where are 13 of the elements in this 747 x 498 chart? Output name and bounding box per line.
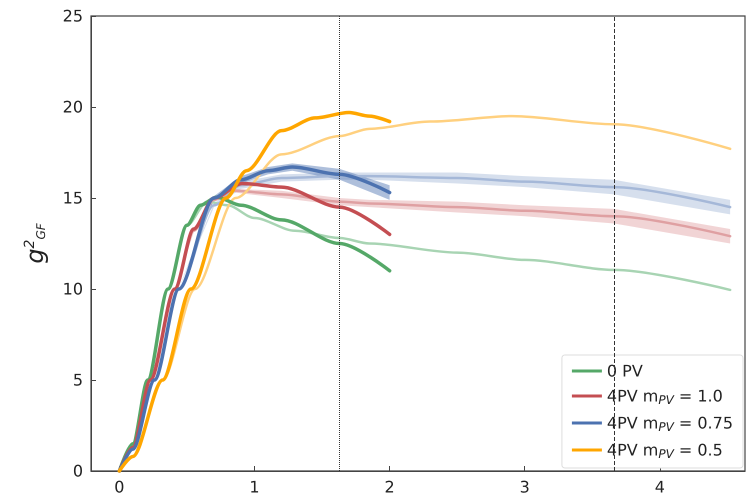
x-tick-label: 2: [384, 478, 395, 496]
y-tick-label: 15: [62, 188, 83, 208]
x-tick-label: 0: [114, 478, 124, 496]
y-tick-label: 5: [72, 370, 83, 390]
y-axis-title: g2GF: [21, 222, 49, 264]
y-tick-label: 0: [72, 462, 83, 480]
x-tick-label: 3: [520, 478, 530, 496]
x-tick-label: 1: [249, 478, 260, 496]
y-tick-label: 20: [62, 98, 83, 116]
x-tick-label: 4: [654, 478, 665, 496]
y-tick-label: 10: [62, 280, 83, 298]
y-tick-label: 25: [62, 6, 83, 26]
line-series: [118, 110, 392, 473]
